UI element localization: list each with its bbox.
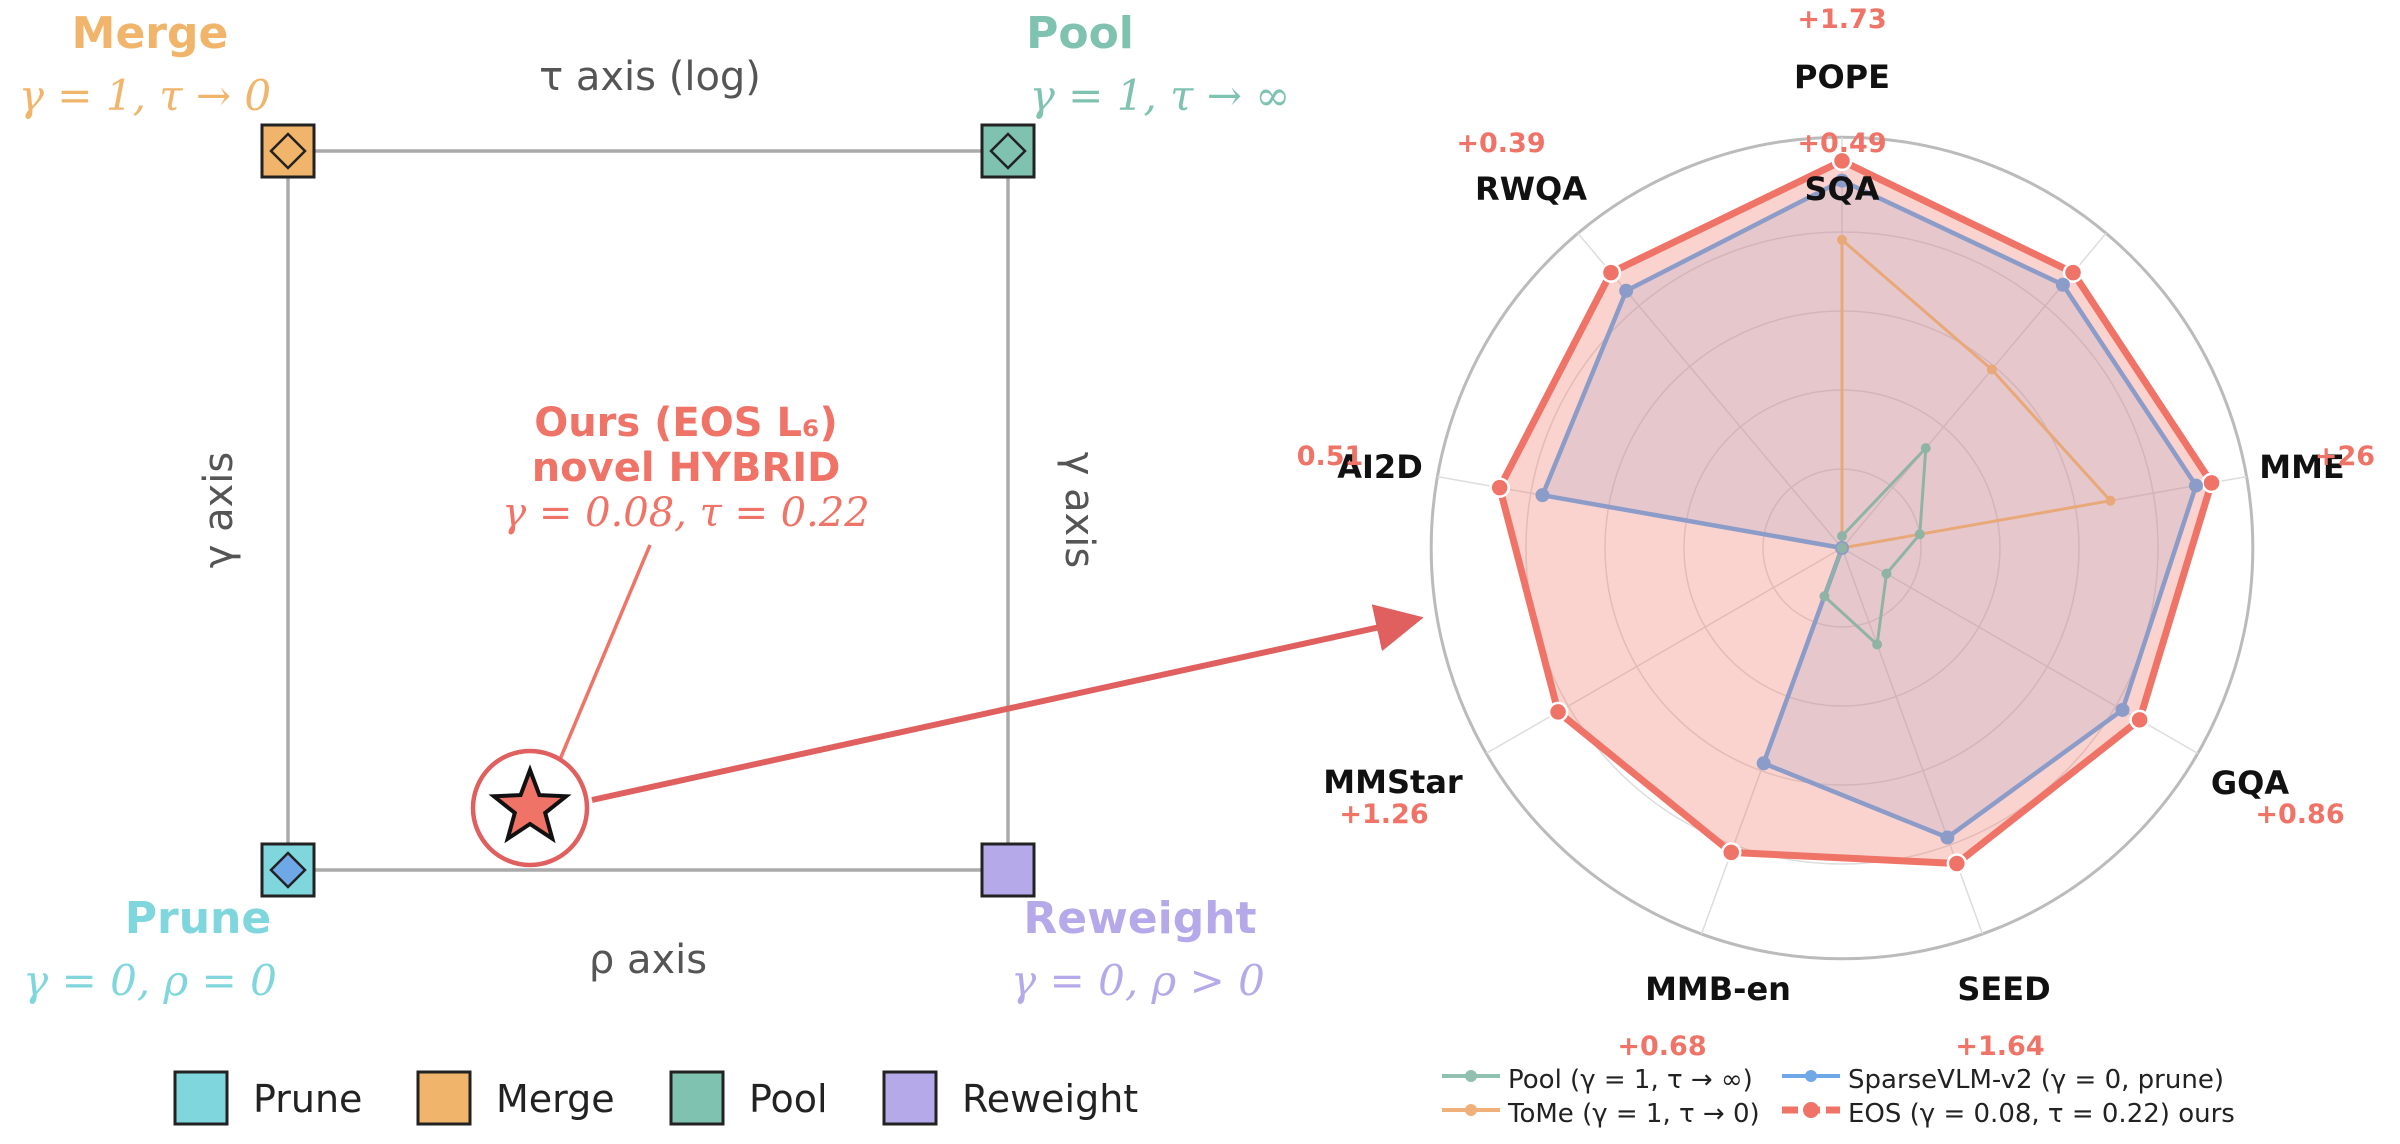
radar-point-sparsevlm — [1619, 283, 1634, 298]
radar-delta-label: +0.86 — [2255, 799, 2344, 830]
radar-point-sparsevlm — [2188, 478, 2203, 493]
radar-point-tome — [1986, 364, 1997, 375]
radar-point-eos — [2201, 472, 2222, 494]
legend-merge-swatch — [416, 1070, 472, 1126]
radar-point-pool — [1914, 529, 1925, 540]
reweight-params: γ = 0, ρ > 0 — [1011, 956, 1265, 1005]
radar-point-pool — [1881, 568, 1892, 579]
legend-reweight-swatch — [882, 1070, 938, 1126]
radar-point-eos — [1600, 262, 1622, 283]
legend-tome-dot — [1465, 1104, 1477, 1116]
radar-point-sparsevlm — [1756, 756, 1771, 771]
radar-point-eos — [1720, 842, 1742, 863]
design-space-panel: Merge γ = 1, τ → 0 Pool γ = 1, τ → ∞ Pru… — [19, 8, 1424, 1126]
ours-label-line3: γ = 0.08, τ = 0.22 — [502, 490, 869, 536]
rho-axis-label: ρ axis — [589, 937, 707, 983]
radar-point-pool — [1920, 443, 1931, 454]
radar-delta-label: +0.39 — [1456, 128, 1545, 159]
radar-category-label: SQA — [1804, 170, 1879, 208]
radar-point-tome — [2105, 495, 2116, 506]
radar-category-label: MMStar — [1323, 763, 1463, 801]
radar-point-eos — [1831, 150, 1853, 172]
legend-pool-swatch — [669, 1070, 725, 1126]
legend-sparse-dot — [1805, 1070, 1817, 1082]
radar-delta-label: +1.73 — [1797, 4, 1886, 35]
tau-axis-label: τ axis (log) — [539, 54, 761, 100]
radar-point-pool — [1819, 591, 1830, 602]
legend-sparse-series: SparseVLM-v2 (γ = 0, prune) — [1848, 1065, 2224, 1095]
radar-category-label: MME — [2259, 448, 2345, 486]
radar-series-eos — [1496, 157, 2215, 867]
radar-delta-labels: +1.73 +0.49 +26 +0.86 +1.64 +0.68 +1.26 0.51 +0.… — [1297, 4, 2375, 1062]
radar-point-sparsevlm — [1940, 830, 1955, 845]
radar-delta-label: +1.64 — [1955, 1031, 2044, 1062]
radar-point-eos — [2129, 709, 2150, 731]
merge-params: γ = 1, τ → 0 — [19, 71, 271, 120]
reweight-title: Reweight — [1023, 893, 1256, 944]
radar-spoke — [1485, 547, 1843, 755]
gamma-axis-label-left: γ axis — [196, 452, 242, 569]
radar-point-eos — [2062, 262, 2084, 283]
radar-category-label: SEED — [1957, 970, 2050, 1008]
radar-point-tome — [1837, 234, 1847, 245]
radar-point-pool — [1872, 639, 1883, 650]
legend-prune-label: Prune — [253, 1077, 362, 1121]
radar-point-pool — [1837, 531, 1847, 542]
pool-title: Pool — [1026, 8, 1134, 59]
legend-reweight-label: Reweight — [962, 1077, 1138, 1121]
link-arrow — [591, 604, 1424, 803]
radar-series — [1489, 150, 2222, 874]
radar-delta-label: +1.26 — [1339, 799, 1428, 830]
merge-diamond-icon — [269, 132, 307, 170]
radar-point-eos — [1489, 477, 1510, 498]
legend-pool-label: Pool — [749, 1077, 828, 1121]
reweight-marker — [980, 842, 1036, 898]
radar-point-pool — [1837, 543, 1847, 553]
radar-delta-label: 0.51 — [1297, 441, 1364, 472]
ours-star-icon — [488, 764, 572, 844]
radar-legend: Pool (γ = 1, τ → ∞) ToMe (γ = 1, τ → 0) … — [1442, 1065, 2235, 1129]
radar-chart: POPE SQA MME GQA SEED MMB-en MMStar AI2D RWQA +1… — [1297, 4, 2375, 1129]
legend-eos-series: EOS (γ = 0.08, τ = 0.22) ours — [1848, 1099, 2235, 1129]
gamma-axis-label-right: γ axis — [1056, 452, 1102, 569]
radar-point-eos — [1547, 701, 1569, 723]
radar-category-label: AI2D — [1337, 448, 1423, 486]
design-space-legend: Prune Merge Pool Reweight — [173, 1070, 1138, 1126]
radar-category-label: GQA — [2211, 764, 2289, 802]
radar-point-sparsevlm — [1535, 488, 1550, 503]
pool-diamond-icon — [989, 132, 1027, 170]
pool-params: γ = 1, τ → ∞ — [1030, 71, 1291, 120]
legend-pool-series: Pool (γ = 1, τ → ∞) — [1508, 1065, 1753, 1095]
prune-diamond-icon — [269, 851, 307, 889]
radar-category-label: RWQA — [1475, 170, 1587, 208]
prune-params: γ = 0, ρ = 0 — [23, 956, 277, 1005]
legend-tome-series: ToMe (γ = 1, τ → 0) — [1507, 1099, 1760, 1129]
legend-prune-swatch — [173, 1070, 229, 1126]
ours-label-line2: novel HYBRID — [532, 445, 841, 491]
legend-eos-dot — [1803, 1102, 1819, 1118]
radar-category-labels: POPE SQA MME GQA SEED MMB-en MMStar AI2D RWQA — [1323, 58, 2344, 1008]
legend-pool-dot — [1465, 1070, 1477, 1082]
ours-pointer-line — [546, 544, 652, 789]
radar-point-sparsevlm — [2115, 702, 2130, 717]
radar-delta-label: +0.49 — [1797, 128, 1886, 159]
ours-label-line1: Ours (EOS L₆) — [534, 400, 838, 446]
radar-category-label: MMB-en — [1645, 970, 1791, 1008]
legend-merge-label: Merge — [496, 1077, 615, 1121]
radar-point-sparsevlm — [1835, 173, 1849, 188]
radar-series-pool — [1822, 446, 1928, 646]
merge-title: Merge — [72, 8, 229, 59]
radar-category-label: POPE — [1794, 58, 1890, 96]
radar-delta-label: +0.68 — [1617, 1031, 1706, 1062]
prune-title: Prune — [125, 893, 271, 944]
radar-point-eos — [1946, 853, 1968, 874]
radar-delta-label: +26 — [2315, 441, 2375, 472]
radar-point-sparsevlm — [2055, 277, 2070, 292]
